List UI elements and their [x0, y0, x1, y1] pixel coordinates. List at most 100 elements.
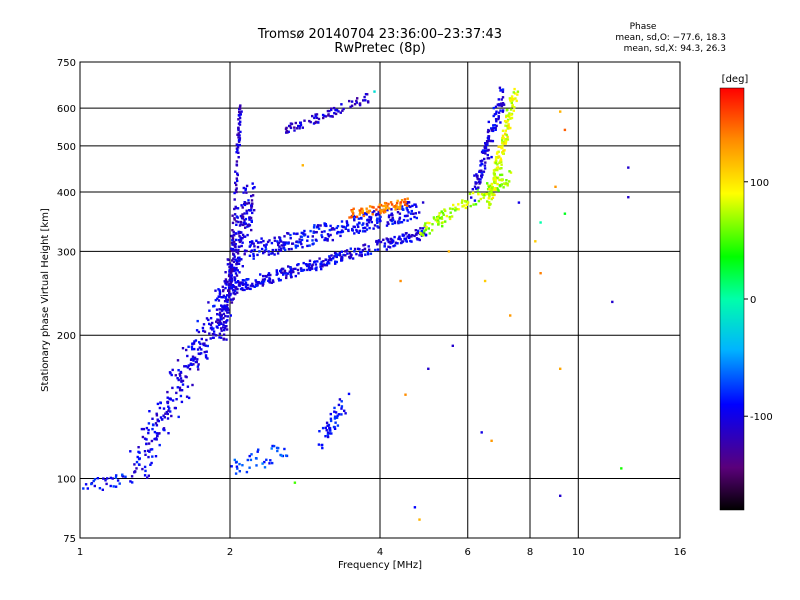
data-point — [245, 191, 248, 194]
data-point — [279, 453, 282, 457]
data-point — [230, 241, 234, 245]
data-point — [328, 262, 331, 265]
data-point — [559, 367, 562, 370]
data-point — [156, 419, 159, 422]
data-point — [121, 473, 124, 476]
data-point — [490, 186, 493, 189]
phase-stat-o: mean, sd,O: −77.6, 18.3 — [615, 33, 726, 43]
data-point — [329, 115, 332, 118]
data-point — [335, 226, 338, 230]
data-point — [295, 127, 299, 130]
data-point — [490, 127, 493, 130]
data-point — [315, 268, 318, 272]
data-point — [306, 235, 310, 238]
data-point — [220, 308, 223, 311]
data-point — [506, 127, 509, 130]
data-point — [507, 127, 511, 130]
data-point — [323, 230, 326, 233]
data-point — [271, 279, 275, 282]
data-point — [330, 107, 333, 110]
data-point — [345, 221, 349, 224]
data-point — [450, 215, 454, 218]
data-point — [147, 455, 150, 459]
data-point — [487, 148, 490, 152]
data-point — [276, 449, 279, 453]
data-point — [272, 280, 275, 284]
data-point — [389, 218, 392, 222]
data-point — [129, 450, 132, 453]
data-point — [494, 105, 498, 108]
data-point — [130, 475, 134, 478]
data-point — [187, 364, 190, 367]
data-point — [96, 477, 100, 480]
tick-layer: 1 2 4 6 8 10 16 75 100 200 300 400 500 600 750 — [57, 58, 686, 558]
data-point — [254, 457, 258, 460]
data-point — [511, 105, 514, 108]
data-point — [362, 214, 366, 218]
data-point — [145, 442, 148, 445]
data-point — [225, 283, 228, 286]
data-point — [143, 450, 147, 453]
data-point — [294, 121, 297, 125]
data-point — [344, 227, 347, 230]
data-point — [240, 238, 243, 241]
data-point — [179, 394, 183, 398]
data-point — [333, 228, 336, 231]
data-point — [248, 254, 252, 257]
data-point — [238, 259, 241, 262]
data-point — [510, 95, 514, 98]
data-point — [302, 261, 305, 265]
data-point — [501, 141, 504, 144]
data-point — [279, 269, 282, 273]
data-point — [338, 252, 341, 255]
data-point — [488, 191, 491, 195]
data-point — [473, 185, 477, 188]
data-point — [250, 228, 253, 232]
data-point — [382, 204, 385, 208]
data-point — [490, 155, 493, 159]
data-point — [404, 203, 407, 206]
data-point — [488, 201, 491, 204]
data-point — [308, 268, 312, 272]
data-point — [150, 439, 154, 443]
data-point — [223, 304, 226, 307]
data-point — [486, 143, 489, 146]
data-point — [295, 240, 298, 244]
data-point — [414, 212, 417, 215]
data-point — [158, 406, 162, 410]
data-point — [444, 209, 447, 213]
data-point — [198, 346, 201, 349]
data-point — [200, 352, 203, 355]
data-point — [204, 344, 207, 347]
data-point — [323, 264, 327, 267]
data-point — [147, 422, 151, 425]
data-point — [487, 157, 491, 160]
data-point — [301, 164, 304, 167]
data-point — [365, 228, 369, 231]
data-point — [301, 246, 304, 249]
data-point — [513, 87, 516, 91]
data-point — [479, 178, 482, 181]
data-point — [287, 130, 290, 133]
data-point — [511, 99, 514, 102]
data-point — [230, 274, 233, 277]
data-point — [418, 211, 421, 214]
data-point — [229, 314, 232, 317]
data-point — [236, 207, 240, 210]
data-point — [329, 417, 333, 420]
data-point — [205, 317, 209, 320]
data-point — [500, 98, 503, 101]
data-point — [400, 221, 404, 224]
data-point — [243, 253, 246, 256]
data-point — [230, 298, 233, 301]
data-point — [253, 186, 256, 189]
data-point — [514, 92, 517, 95]
data-point — [471, 188, 474, 191]
data-point — [326, 431, 330, 434]
data-point — [415, 233, 418, 236]
data-point — [238, 271, 241, 274]
data-point — [263, 250, 266, 254]
data-point — [367, 245, 370, 248]
data-point — [168, 407, 171, 410]
data-point — [559, 110, 562, 113]
